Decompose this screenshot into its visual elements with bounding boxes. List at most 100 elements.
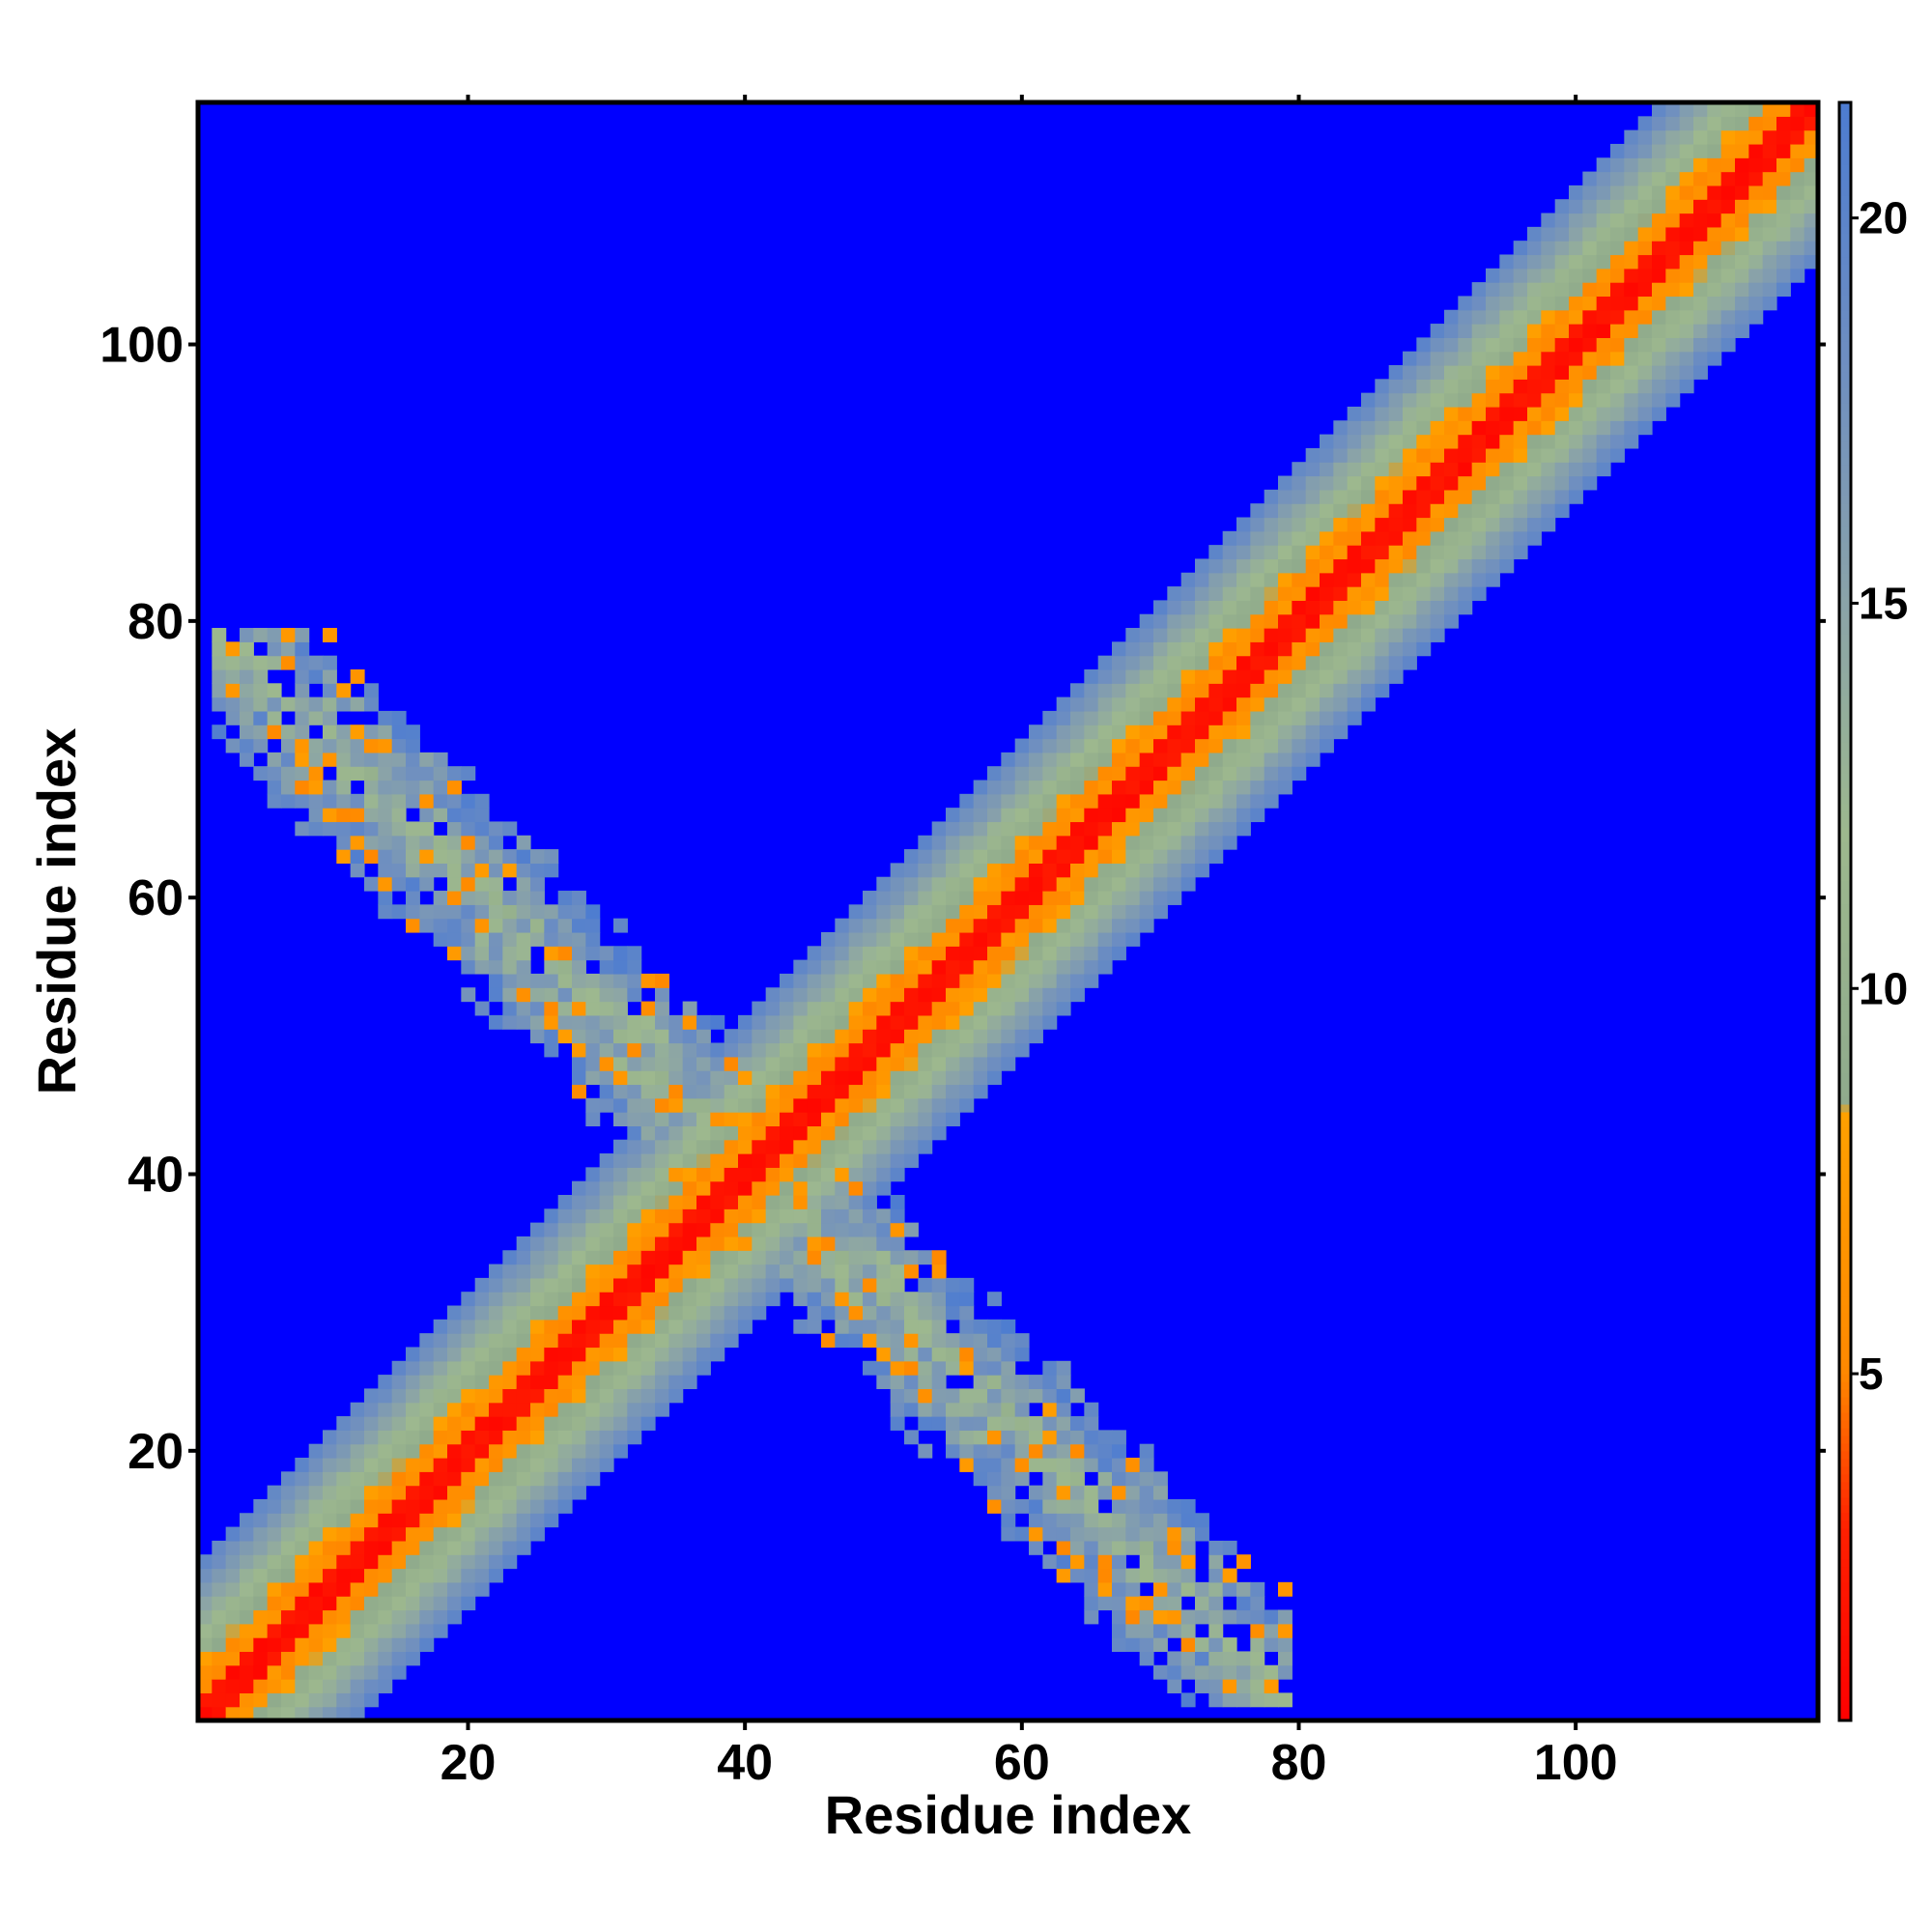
heatmap-cell	[668, 1125, 684, 1141]
heatmap-cell	[1236, 738, 1251, 753]
heatmap-cell	[931, 1097, 947, 1113]
heatmap-cell	[807, 1292, 822, 1307]
heatmap-cell	[1264, 668, 1279, 684]
heatmap-cell	[1070, 1430, 1085, 1445]
heatmap-cell	[240, 738, 254, 753]
heatmap-cell	[308, 793, 324, 809]
heatmap-cell	[1582, 282, 1598, 298]
heatmap-cell	[530, 987, 545, 1003]
heatmap-cell	[572, 1056, 586, 1071]
colorbar-segment	[1839, 665, 1851, 673]
heatmap-cell	[1403, 489, 1417, 504]
colorbar-segment	[1839, 818, 1851, 828]
heatmap-cell	[1167, 876, 1182, 892]
heatmap-cell	[281, 1651, 296, 1666]
heatmap-cell	[447, 904, 462, 920]
heatmap-cell	[1208, 558, 1224, 574]
heatmap-cell	[1707, 241, 1722, 256]
heatmap-cell	[1569, 213, 1583, 228]
heatmap-cell	[1084, 821, 1099, 837]
heatmap-cell	[1001, 987, 1016, 1003]
heatmap-cell	[987, 959, 1002, 975]
heatmap-cell	[835, 1097, 850, 1113]
heatmap-cell	[461, 1360, 476, 1376]
heatmap-cell	[1720, 241, 1736, 256]
heatmap-cell	[1388, 379, 1404, 394]
heatmap-cell	[1596, 392, 1611, 408]
heatmap-cell	[627, 1112, 642, 1127]
heatmap-cell	[1637, 420, 1653, 436]
heatmap-cell	[1444, 379, 1459, 394]
colorbar-segment	[1839, 518, 1851, 527]
heatmap-cell	[1029, 1375, 1043, 1390]
heatmap-cell	[1222, 724, 1237, 740]
colorbar-segment	[1839, 618, 1851, 627]
heatmap-cell	[1084, 891, 1099, 905]
heatmap-cell	[1042, 959, 1058, 975]
colorbar-segment	[1839, 1481, 1851, 1491]
heatmap-cell	[613, 1042, 628, 1058]
heatmap-cell	[572, 1014, 586, 1030]
heatmap-cell	[308, 1498, 324, 1514]
heatmap-cell	[904, 1430, 919, 1445]
heatmap-cell	[904, 1388, 919, 1404]
heatmap-cell	[1499, 324, 1515, 338]
heatmap-cell	[682, 1084, 697, 1099]
heatmap-cell	[793, 1236, 809, 1251]
colorbar-segment	[1839, 1126, 1851, 1136]
heatmap-cell	[655, 1250, 669, 1265]
heatmap-cell	[336, 821, 352, 837]
heatmap-cell	[724, 1333, 739, 1349]
heatmap-cell	[516, 1388, 531, 1404]
heatmap-cell	[1264, 1664, 1279, 1680]
heatmap-cell	[1361, 655, 1376, 670]
heatmap-cell	[959, 959, 975, 975]
heatmap-cell	[419, 1498, 435, 1514]
heatmap-cell	[1486, 309, 1500, 325]
colorbar-segment	[1839, 117, 1851, 127]
heatmap-cell	[557, 1208, 573, 1224]
heatmap-cell	[1180, 1581, 1196, 1597]
heatmap-cell	[240, 1554, 254, 1570]
colorbar-segment	[1839, 880, 1851, 890]
heatmap-cell	[406, 1375, 420, 1390]
heatmap-cell	[1084, 752, 1099, 767]
heatmap-cell	[530, 1471, 545, 1487]
colorbar-segment	[1839, 479, 1851, 489]
heatmap-cell	[336, 1664, 352, 1680]
heatmap-cell	[946, 946, 960, 961]
heatmap-cell	[1582, 268, 1598, 283]
heatmap-cell	[863, 1056, 877, 1071]
heatmap-cell	[613, 959, 628, 975]
heatmap-cell	[323, 628, 337, 642]
heatmap-cell	[1042, 724, 1058, 740]
heatmap-cell	[544, 1416, 559, 1431]
heatmap-cell	[1195, 1651, 1209, 1666]
heatmap-cell	[1014, 1014, 1030, 1030]
heatmap-cell	[1195, 849, 1209, 864]
heatmap-cell	[821, 987, 836, 1003]
heatmap-cell	[1569, 379, 1583, 394]
heatmap-cell	[668, 1264, 684, 1279]
heatmap-cell	[1693, 157, 1708, 173]
heatmap-cell	[987, 1029, 1002, 1044]
heatmap-cell	[1167, 752, 1182, 767]
heatmap-cell	[1403, 351, 1417, 366]
heatmap-cell	[918, 1250, 933, 1265]
heatmap-cell	[765, 1250, 781, 1265]
heatmap-cell	[640, 1333, 656, 1349]
heatmap-cell	[1014, 904, 1030, 920]
heatmap-cell	[1679, 365, 1694, 380]
heatmap-cell	[378, 793, 393, 809]
heatmap-cell	[1790, 268, 1805, 283]
heatmap-cell	[1236, 780, 1251, 795]
colorbar-segment	[1839, 1628, 1851, 1636]
heatmap-cell	[599, 1250, 614, 1265]
heatmap-cell	[474, 808, 490, 823]
heatmap-cell	[1610, 268, 1625, 283]
heatmap-cell	[350, 1664, 365, 1680]
heatmap-cell	[1278, 724, 1293, 740]
heatmap-cell	[1776, 171, 1791, 186]
heatmap-cell	[1014, 1457, 1030, 1472]
heatmap-cell	[959, 863, 975, 878]
